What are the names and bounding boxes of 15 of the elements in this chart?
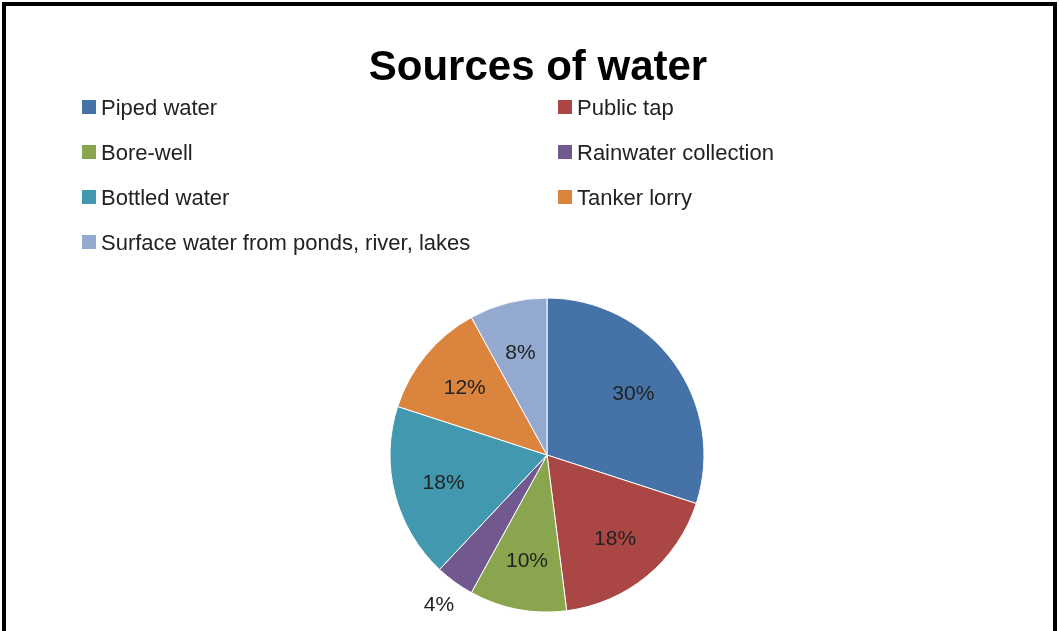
legend-label: Bottled water xyxy=(101,184,230,210)
data-label: 18% xyxy=(594,525,637,549)
data-label: 30% xyxy=(612,380,655,404)
data-label: 10% xyxy=(505,548,549,572)
legend-label: Bore-well xyxy=(101,139,193,165)
data-label: 8% xyxy=(505,340,536,364)
legend-label: Rainwater collection xyxy=(577,139,774,165)
legend-label: Tanker lorry xyxy=(577,184,692,210)
data-label: 4% xyxy=(423,592,455,616)
legend-label: Public tap xyxy=(577,94,674,120)
data-label: 12% xyxy=(443,375,486,399)
chart-title: Sources of water xyxy=(368,42,708,89)
data-label: 18% xyxy=(422,470,465,494)
legend-label: Surface water from ponds, river, lakes xyxy=(101,229,471,255)
legend-label: Piped water xyxy=(101,94,218,120)
